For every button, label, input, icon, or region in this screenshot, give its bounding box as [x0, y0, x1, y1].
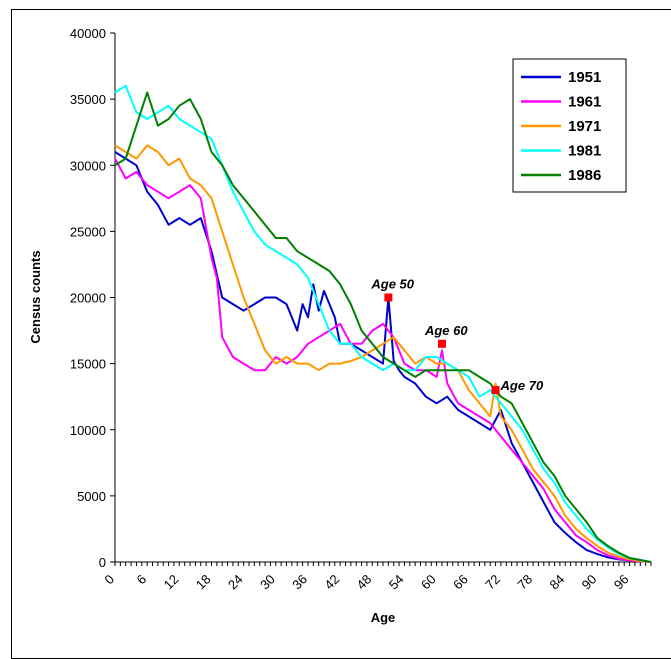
series-1951-line: [114, 151, 652, 563]
x-tick-label: 30: [257, 572, 278, 593]
annotation-label: Age 50: [370, 277, 414, 292]
y-tick-label: 15000: [70, 357, 106, 372]
y-tick-label: 5000: [77, 489, 106, 504]
x-tick-label: 72: [482, 572, 503, 593]
y-tick-label: 30000: [70, 158, 106, 173]
y-tick-label: 40000: [70, 26, 106, 41]
annotation-marker: [437, 339, 446, 348]
legend-label-1981: 1981: [568, 143, 601, 160]
annotation-label: Age 60: [424, 323, 468, 338]
chart-legend: 1951 1961 1971 1981 1986: [512, 58, 627, 193]
x-tick-label: 18: [193, 572, 214, 593]
series-1971-line: [114, 144, 652, 563]
x-tick-label: 66: [450, 572, 471, 593]
x-tick-label: 54: [386, 572, 407, 593]
x-tick-label: 90: [579, 572, 600, 593]
series-1961-line: [114, 158, 652, 563]
x-tick-label: 78: [514, 572, 535, 593]
y-tick-label: 10000: [70, 423, 106, 438]
legend-label-1961: 1961: [568, 94, 601, 111]
legend-label-1971: 1971: [568, 118, 601, 135]
chart-series: [114, 84, 652, 563]
y-tick-label: 20000: [70, 291, 106, 306]
x-tick-label: 6: [134, 572, 150, 588]
x-tick-label: 24: [225, 572, 246, 593]
x-tick-label: 36: [289, 572, 310, 593]
y-tick-label: 35000: [70, 92, 106, 107]
x-tick-label: 48: [354, 572, 375, 593]
legend-label-1986: 1986: [568, 167, 601, 184]
x-tick-label: 96: [611, 572, 632, 593]
x-tick-label: 60: [418, 572, 439, 593]
x-tick-label: 84: [547, 572, 568, 593]
legend-label-1951: 1951: [568, 69, 601, 86]
annotation-label: Age 70: [500, 378, 544, 393]
annotation-marker: [491, 386, 500, 395]
x-axis-title: Age: [371, 610, 396, 625]
y-tick-label: 0: [99, 555, 106, 570]
series-1986-line: [114, 91, 652, 563]
chart-annotations: Age 50 Age 60 Age 70: [370, 277, 544, 395]
annotation-marker: [384, 293, 393, 302]
series-1981-line: [114, 84, 652, 563]
x-tick-label: 0: [101, 572, 117, 588]
x-tick-label: 12: [161, 572, 182, 593]
y-axis-title: Census counts: [28, 250, 43, 343]
x-tick-label: 42: [321, 572, 342, 593]
y-tick-label: 25000: [70, 224, 106, 239]
